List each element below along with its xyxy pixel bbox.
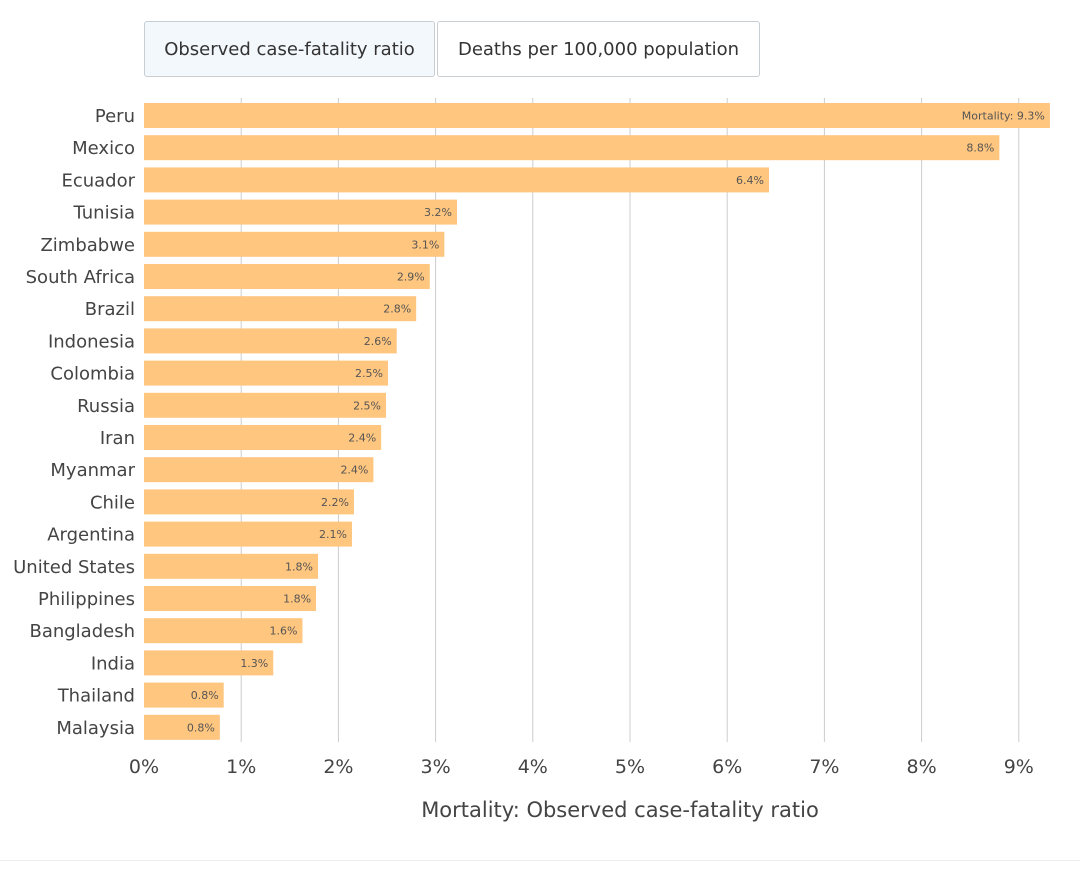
- category-label: Bangladesh: [29, 621, 135, 642]
- data-label: 2.4%: [340, 464, 368, 477]
- category-label: Chile: [90, 492, 135, 513]
- data-label: Mortality: 9.3%: [962, 110, 1045, 123]
- tab-deaths-per-100k[interactable]: Deaths per 100,000 population: [437, 21, 760, 77]
- data-label: 2.9%: [397, 271, 425, 284]
- data-label: 1.8%: [283, 593, 311, 606]
- x-tick-label: 1%: [226, 756, 256, 778]
- category-labels: Peru Mexico Ecuador Tunisia Zimbabwe South Af…: [13, 106, 135, 739]
- x-tick-label: 3%: [421, 756, 451, 778]
- bars: Mortality: 9.3% 8.8% 6.4% 3.2% 3.1% 2.9% 2.8% 2…: [144, 103, 1050, 740]
- category-label: Myanmar: [50, 460, 135, 481]
- data-label: 1.6%: [269, 625, 297, 638]
- bar[interactable]: [144, 586, 317, 611]
- category-label: Argentina: [47, 525, 135, 546]
- data-label: 1.8%: [285, 560, 313, 573]
- category-label: India: [91, 653, 135, 674]
- category-label: Mexico: [72, 138, 135, 159]
- bar[interactable]: [144, 425, 382, 450]
- x-tick-label: 4%: [518, 756, 548, 778]
- x-tick-label: 9%: [1004, 756, 1034, 778]
- x-tick-label: 0%: [129, 756, 159, 778]
- gridlines: [240, 98, 1020, 742]
- bar[interactable]: [144, 489, 354, 515]
- category-label: Zimbabwe: [40, 235, 135, 256]
- data-label: 8.8%: [966, 142, 994, 155]
- category-label: Malaysia: [56, 718, 135, 739]
- category-label: Brazil: [85, 299, 135, 320]
- category-label: Peru: [95, 106, 135, 127]
- bar[interactable]: [144, 103, 1050, 128]
- category-label: Ecuador: [61, 170, 135, 191]
- data-label: 2.8%: [383, 303, 411, 316]
- tab-case-fatality-ratio[interactable]: Observed case-fatality ratio: [144, 21, 435, 77]
- bar[interactable]: [144, 650, 274, 676]
- category-label: Indonesia: [48, 331, 135, 352]
- data-label: 3.2%: [424, 206, 452, 219]
- x-axis-title: Mortality: Observed case-fatality ratio: [421, 798, 819, 822]
- category-label: United States: [13, 557, 135, 578]
- data-label: 2.1%: [319, 528, 347, 541]
- bar[interactable]: [144, 135, 1000, 161]
- category-label: Russia: [77, 396, 135, 417]
- x-tick-label: 8%: [907, 756, 937, 778]
- bar[interactable]: [144, 296, 417, 322]
- bar[interactable]: [144, 618, 303, 644]
- divider: [0, 860, 1080, 861]
- data-label: 2.5%: [353, 399, 381, 412]
- bar[interactable]: [144, 553, 318, 579]
- data-label: 0.8%: [187, 721, 215, 734]
- x-tick-label: 2%: [323, 756, 353, 778]
- x-tick-label: 5%: [615, 756, 645, 778]
- data-label: 0.8%: [191, 689, 219, 702]
- bar[interactable]: [144, 457, 374, 483]
- data-label: 2.4%: [348, 432, 376, 445]
- x-axis-ticks: 0% 1% 2% 3% 4% 5% 6% 7% 8% 9%: [129, 756, 1034, 778]
- bar[interactable]: [144, 714, 220, 740]
- bar[interactable]: [144, 167, 769, 193]
- category-label: Tunisia: [73, 203, 136, 224]
- data-label: 6.4%: [736, 174, 764, 187]
- bar[interactable]: [144, 682, 224, 708]
- bar[interactable]: [144, 264, 430, 289]
- x-tick-label: 7%: [809, 756, 839, 778]
- data-label: 2.6%: [364, 335, 392, 348]
- bar[interactable]: [144, 328, 397, 354]
- data-label: 2.2%: [321, 496, 349, 509]
- data-label: 3.1%: [411, 238, 439, 251]
- category-label: Iran: [100, 428, 135, 449]
- category-label: Thailand: [57, 686, 135, 707]
- category-label: Colombia: [50, 364, 135, 385]
- bar[interactable]: [144, 360, 388, 386]
- bar[interactable]: [144, 521, 353, 547]
- x-tick-label: 6%: [712, 756, 742, 778]
- bar[interactable]: [144, 392, 387, 418]
- bar[interactable]: [144, 199, 457, 225]
- category-label: Philippines: [38, 589, 135, 610]
- bar[interactable]: [144, 231, 445, 257]
- data-label: 2.5%: [355, 367, 383, 380]
- data-label: 1.3%: [240, 657, 268, 670]
- category-label: South Africa: [26, 267, 135, 288]
